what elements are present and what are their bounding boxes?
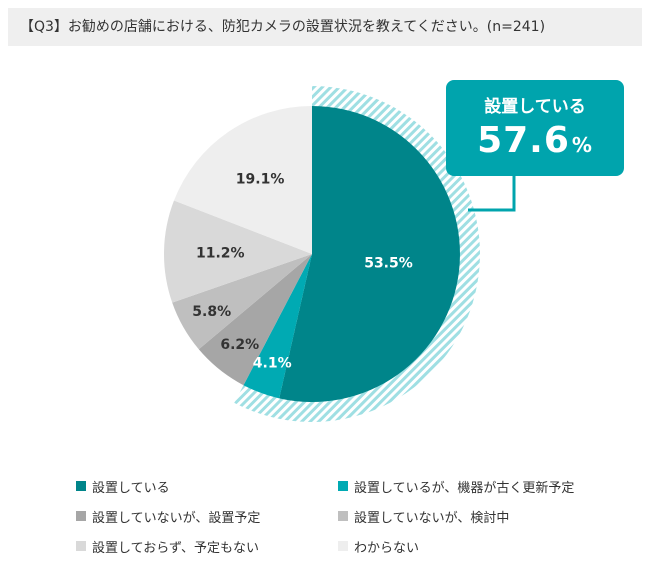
legend: 設置している 設置しているが、機器が古く更新予定 設置していないが、設置予定 設置して…: [76, 476, 636, 556]
legend-label: 設置している: [92, 480, 170, 496]
legend-swatch: [338, 481, 348, 491]
legend-label: 設置していないが、設置予定: [92, 510, 261, 526]
legend-label: 設置していないが、検討中: [354, 510, 510, 526]
pie-slice-0: [279, 106, 460, 402]
slice-label-2: 6.2%: [220, 337, 259, 353]
legend-item-4: 設置しておらず、予定もない: [76, 536, 338, 556]
legend-item-2: 設置していないが、設置予定: [76, 506, 338, 526]
pie-slice-3: [172, 254, 312, 350]
slice-label-4: 11.2%: [196, 245, 245, 261]
legend-label: 設置しているが、機器が古く更新予定: [354, 480, 575, 496]
question-header: 【Q3】お勧めの店舗における、防犯カメラの設置状況を教えてください。(n=241…: [8, 8, 642, 46]
legend-item-0: 設置している: [76, 476, 338, 496]
slice-label-5: 19.1%: [236, 171, 285, 187]
legend-item-5: わからない: [338, 536, 618, 556]
highlight-callout: 設置している 57.6%: [446, 80, 624, 176]
callout-value: 57.6: [477, 120, 570, 161]
callout-connector: [468, 174, 516, 212]
slice-label-3: 5.8%: [192, 304, 231, 320]
legend-swatch: [76, 481, 86, 491]
callout-value-wrap: 57.6%: [446, 120, 624, 161]
slice-label-0: 53.5%: [364, 256, 413, 272]
question-title: 【Q3】お勧めの店舗における、防犯カメラの設置状況を教えてください。(n=241…: [20, 19, 546, 35]
pie-slice-2: [198, 254, 312, 386]
legend-swatch: [76, 511, 86, 521]
legend-item-3: 設置していないが、検討中: [338, 506, 618, 526]
pie-slice-1: [243, 254, 312, 399]
legend-item-1: 設置しているが、機器が古く更新予定: [338, 476, 618, 496]
slice-label-1: 4.1%: [253, 355, 292, 371]
legend-label: 設置しておらず、予定もない: [92, 540, 260, 556]
legend-swatch: [338, 511, 348, 521]
pie-slice-5: [173, 106, 312, 254]
legend-swatch: [338, 541, 348, 551]
pie-slice-4: [163, 200, 312, 303]
legend-swatch: [76, 541, 86, 551]
legend-label: わからない: [354, 540, 420, 556]
callout-label: 設置している: [484, 97, 586, 117]
callout-unit: %: [571, 133, 593, 157]
